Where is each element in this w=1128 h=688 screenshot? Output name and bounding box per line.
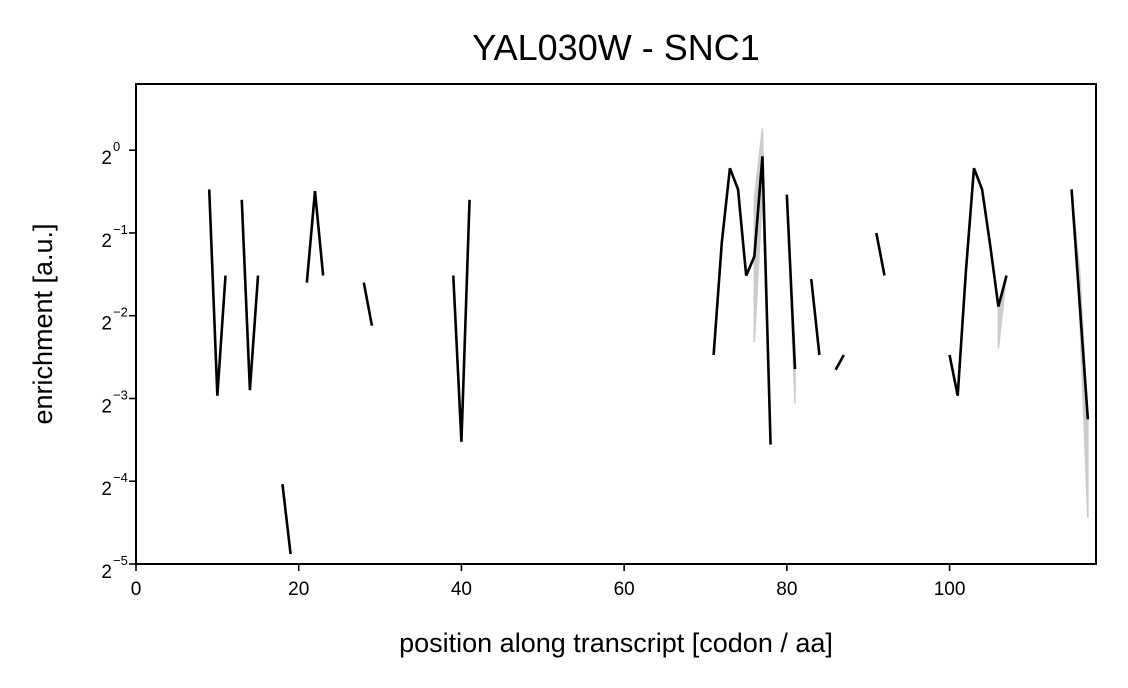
series-segment-12 xyxy=(1070,189,1090,420)
y-tick-label: 2 xyxy=(101,148,112,169)
y-tick-label-exponent: −5 xyxy=(113,553,128,568)
series-segment-11 xyxy=(948,167,1008,396)
y-tick-label-exponent: −3 xyxy=(113,387,128,402)
series-segment-8 xyxy=(809,278,821,356)
x-tick-label: 40 xyxy=(451,579,472,600)
series-segment-5 xyxy=(451,199,471,442)
x-axis: 0 20 40 60 80 100 xyxy=(131,564,966,600)
x-tick-label: 20 xyxy=(288,579,309,600)
series-segment-3 xyxy=(305,190,325,283)
series-segment-1 xyxy=(240,199,260,391)
x-axis-label: position along transcript [codon / aa] xyxy=(399,628,833,658)
x-tick-label: 60 xyxy=(614,579,635,600)
y-tick-label: 2 xyxy=(101,479,112,500)
chart-title: YAL030W - SNC1 xyxy=(472,27,759,68)
y-axis: 2−52−42−32−22−120 xyxy=(101,139,136,583)
y-tick-label: 2 xyxy=(101,396,112,417)
y-tick-label: 2 xyxy=(101,562,112,583)
series-segment-9 xyxy=(834,354,845,371)
series-segment-6 xyxy=(712,156,772,445)
series-segment-10 xyxy=(875,232,886,276)
series-segment-0 xyxy=(207,189,227,396)
y-tick-label-exponent: −4 xyxy=(113,470,128,485)
confidence-bands xyxy=(753,128,1089,518)
y-tick-label-exponent: 0 xyxy=(113,139,120,154)
y-tick-label-exponent: −2 xyxy=(113,305,128,320)
y-tick-label-exponent: −1 xyxy=(113,222,128,237)
x-tick-label: 80 xyxy=(776,579,797,600)
data-lines xyxy=(207,156,1090,555)
series-segment-4 xyxy=(362,282,374,326)
series-segment-2 xyxy=(281,483,292,555)
plot-frame xyxy=(135,83,1097,565)
y-tick-label: 2 xyxy=(101,314,112,335)
x-tick-label: 100 xyxy=(934,579,966,600)
y-axis-label: enrichment [a.u.] xyxy=(28,223,58,424)
series-segment-7 xyxy=(785,194,797,370)
y-tick-label: 2 xyxy=(101,231,112,252)
x-tick-label: 0 xyxy=(131,579,142,600)
